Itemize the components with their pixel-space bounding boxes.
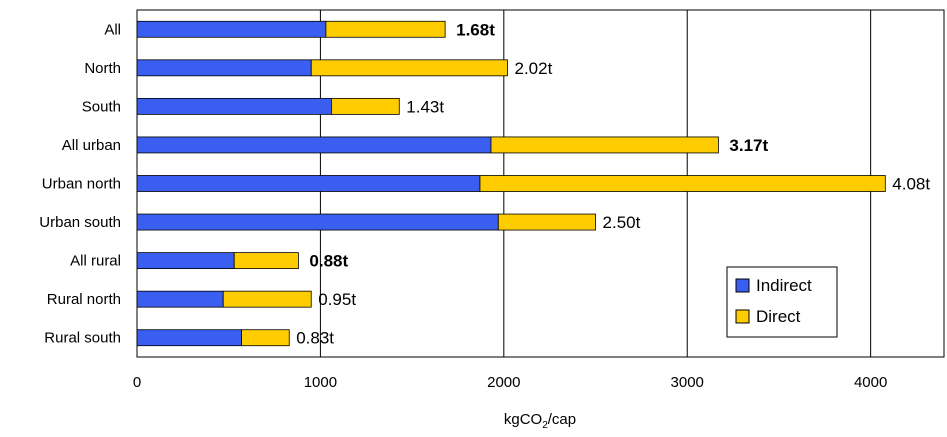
bar-direct: [479, 175, 886, 192]
category-labels: All North South All urban Urban north Urban s…: [39, 21, 121, 346]
category-label: Rural north: [47, 291, 121, 308]
bar-indirect: [136, 252, 235, 270]
bar-indirect: [136, 329, 242, 347]
bar-direct: [310, 59, 508, 77]
x-axis-label: kgCO2/cap: [504, 411, 576, 431]
bar-indirect: [136, 136, 492, 154]
legend-swatch-indirect: [735, 278, 750, 293]
x-axis-label-subscript: 2: [542, 420, 548, 431]
total-label: 1.43t: [406, 97, 444, 116]
bar-indirect: [136, 213, 499, 231]
bar-direct: [490, 136, 719, 154]
x-tick-labels: 0 1000 2000 3000 4000: [133, 374, 887, 391]
total-label: 4.08t: [892, 175, 930, 194]
legend-swatch-direct: [735, 309, 750, 324]
bars: [136, 20, 886, 347]
x-tick-label: 2000: [487, 374, 520, 391]
legend: Indirect Direct: [726, 266, 838, 338]
category-label: Urban south: [39, 214, 121, 231]
category-label: All urban: [62, 137, 121, 154]
total-label: 2.50t: [603, 213, 641, 232]
total-label: 0.88t: [309, 252, 348, 271]
bar-direct: [331, 97, 400, 115]
bar-direct: [325, 20, 446, 38]
bar-indirect: [136, 290, 224, 308]
category-label: Urban north: [42, 176, 121, 193]
total-label: 3.17t: [729, 136, 768, 155]
bar-direct: [241, 329, 290, 347]
category-label: North: [84, 60, 121, 77]
x-tick-label: 3000: [671, 374, 704, 391]
x-tick-label: 4000: [854, 374, 887, 391]
x-tick-label: 1000: [304, 374, 337, 391]
bar-indirect: [136, 20, 327, 38]
category-label: All: [104, 21, 121, 38]
total-label: 2.02t: [514, 59, 552, 78]
legend-label-direct: Direct: [756, 307, 801, 326]
total-label: 1.68t: [456, 20, 495, 39]
bar-indirect: [136, 97, 332, 115]
bar-indirect: [136, 175, 481, 192]
category-label: All rural: [70, 253, 121, 270]
bar-indirect: [136, 59, 312, 77]
total-labels: 1.68t 2.02t 1.43t 3.17t 4.08t 2.50t 0.88t 0.95t…: [296, 20, 930, 347]
bar-direct: [497, 213, 596, 231]
x-tick-label: 0: [133, 374, 141, 391]
bar-direct: [233, 252, 299, 270]
category-label: Rural south: [44, 330, 121, 347]
bar-direct: [222, 290, 312, 308]
total-label: 0.83t: [296, 329, 334, 348]
legend-label-indirect: Indirect: [756, 276, 812, 295]
total-label: 0.95t: [318, 290, 356, 309]
category-label: South: [82, 98, 121, 115]
